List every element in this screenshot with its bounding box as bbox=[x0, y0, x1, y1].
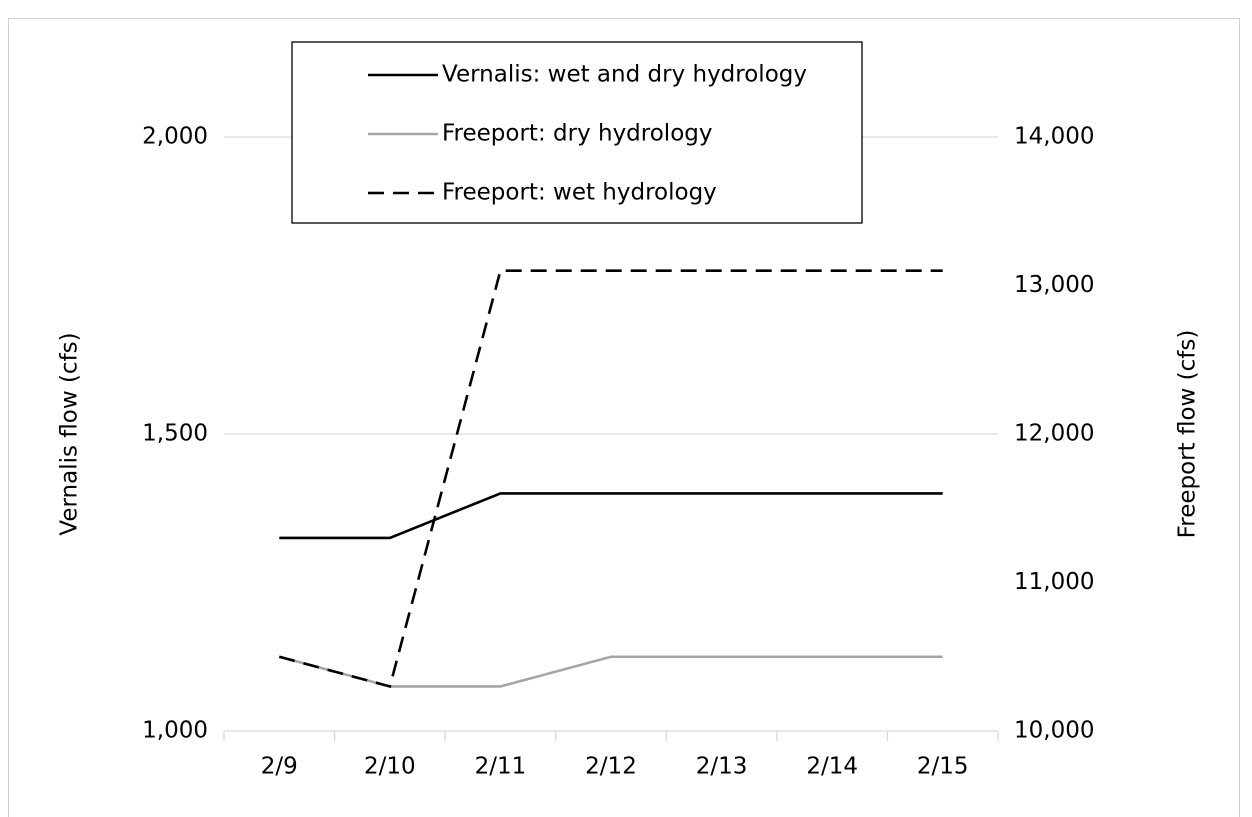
y-tick-label: 1,500 bbox=[142, 421, 208, 447]
y2-tick-label: 14,000 bbox=[1014, 124, 1094, 150]
legend-label: Vernalis: wet and dry hydrology bbox=[442, 62, 807, 88]
y2-tick-label: 11,000 bbox=[1014, 569, 1094, 595]
x-tick-label: 2/15 bbox=[917, 754, 969, 780]
x-tick-label: 2/14 bbox=[806, 754, 858, 780]
x-tick-label: 2/11 bbox=[475, 754, 527, 780]
y2-tick-label: 13,000 bbox=[1014, 272, 1094, 298]
y-axis-label: Vernalis flow (cfs) bbox=[57, 332, 83, 535]
y2-tick-label: 10,000 bbox=[1014, 718, 1094, 744]
x-tick-label: 2/9 bbox=[261, 754, 298, 780]
series-line bbox=[278, 269, 943, 689]
y2-axis-label: Freeport flow (cfs) bbox=[1175, 330, 1201, 539]
series-line bbox=[279, 492, 943, 540]
x-tick-label: 2/13 bbox=[696, 754, 748, 780]
y2-tick-label: 12,000 bbox=[1014, 421, 1094, 447]
legend-box bbox=[291, 41, 863, 224]
legend: Vernalis: wet and dry hydrology Freeport:… bbox=[291, 41, 863, 224]
legend-label: Freeport: dry hydrology bbox=[442, 121, 712, 147]
x-tick-label: 2/10 bbox=[364, 754, 416, 780]
x-tick-label: 2/12 bbox=[585, 754, 637, 780]
y-tick-label: 1,000 bbox=[142, 718, 208, 744]
y-tick-label: 2,000 bbox=[142, 124, 208, 150]
legend-label: Freeport: wet hydrology bbox=[442, 180, 717, 206]
